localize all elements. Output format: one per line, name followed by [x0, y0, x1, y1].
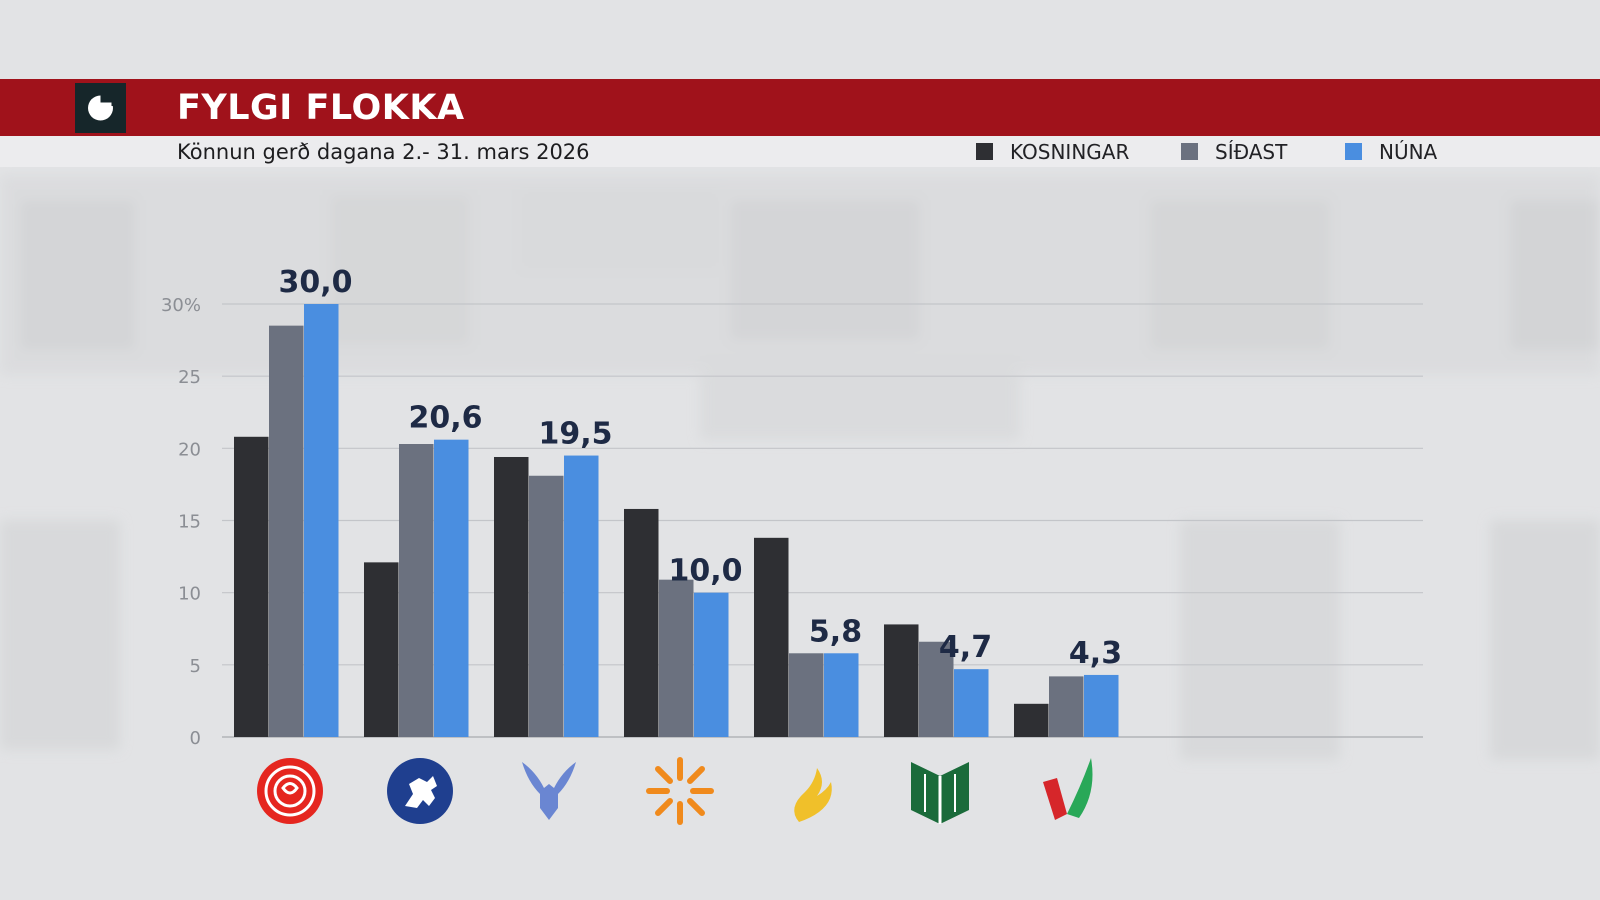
- bar: [234, 436, 269, 737]
- logo-icon: [88, 95, 114, 121]
- data-label: 19,5: [538, 417, 612, 452]
- subheader-bar: [0, 136, 1600, 167]
- bar: [364, 562, 399, 737]
- legend-label: SÍÐAST: [1215, 140, 1288, 164]
- legend-swatch: [1345, 143, 1362, 160]
- y-tick-label: 30%: [161, 295, 201, 316]
- data-label: 4,3: [1069, 636, 1122, 671]
- sunburst-icon: [643, 754, 717, 828]
- bar: [434, 439, 469, 737]
- bar: [694, 592, 729, 737]
- horse-icon: [383, 754, 457, 828]
- rose-icon: [253, 754, 327, 828]
- data-label: 5,8: [809, 614, 862, 649]
- bar: [564, 455, 599, 737]
- y-tick-label: 0: [190, 728, 201, 749]
- data-label: 30,0: [278, 265, 352, 300]
- legend-swatch: [976, 143, 993, 160]
- bar: [269, 325, 304, 737]
- data-label: 10,0: [668, 554, 742, 589]
- y-tick-label: 25: [178, 367, 201, 388]
- y-tick-label: 20: [178, 439, 201, 460]
- bar: [624, 508, 659, 737]
- falcon-icon: [512, 754, 586, 828]
- bar: [1049, 676, 1084, 737]
- bar: [399, 444, 434, 737]
- v-check-icon: [1033, 754, 1107, 828]
- bar: [954, 669, 989, 737]
- flame-icon: [773, 754, 847, 828]
- chart-subtitle: Könnun gerð dagana 2.- 31. mars 2026: [177, 140, 590, 164]
- y-tick-label: 5: [190, 656, 201, 677]
- legend-label: KOSNINGAR: [1010, 140, 1130, 164]
- y-tick-label: 10: [178, 584, 201, 605]
- data-label: 20,6: [408, 401, 482, 436]
- bar: [754, 537, 789, 737]
- bar: [1084, 674, 1119, 737]
- bar: [304, 304, 339, 737]
- y-tick-label: 15: [178, 512, 201, 533]
- bar: [824, 653, 859, 737]
- bar: [529, 475, 564, 737]
- legend-label: NÚNA: [1379, 140, 1438, 164]
- bar: [494, 456, 529, 737]
- bar: [884, 624, 919, 737]
- book-icon: [903, 754, 977, 828]
- bar: [1014, 703, 1049, 737]
- chart-title: FYLGI FLOKKA: [177, 88, 465, 128]
- bar: [919, 641, 954, 737]
- legend-swatch: [1181, 143, 1198, 160]
- data-label: 4,7: [939, 630, 992, 665]
- channel-logo: [75, 83, 126, 133]
- bar: [659, 579, 694, 737]
- bar: [789, 653, 824, 737]
- header-bar: [0, 79, 1600, 136]
